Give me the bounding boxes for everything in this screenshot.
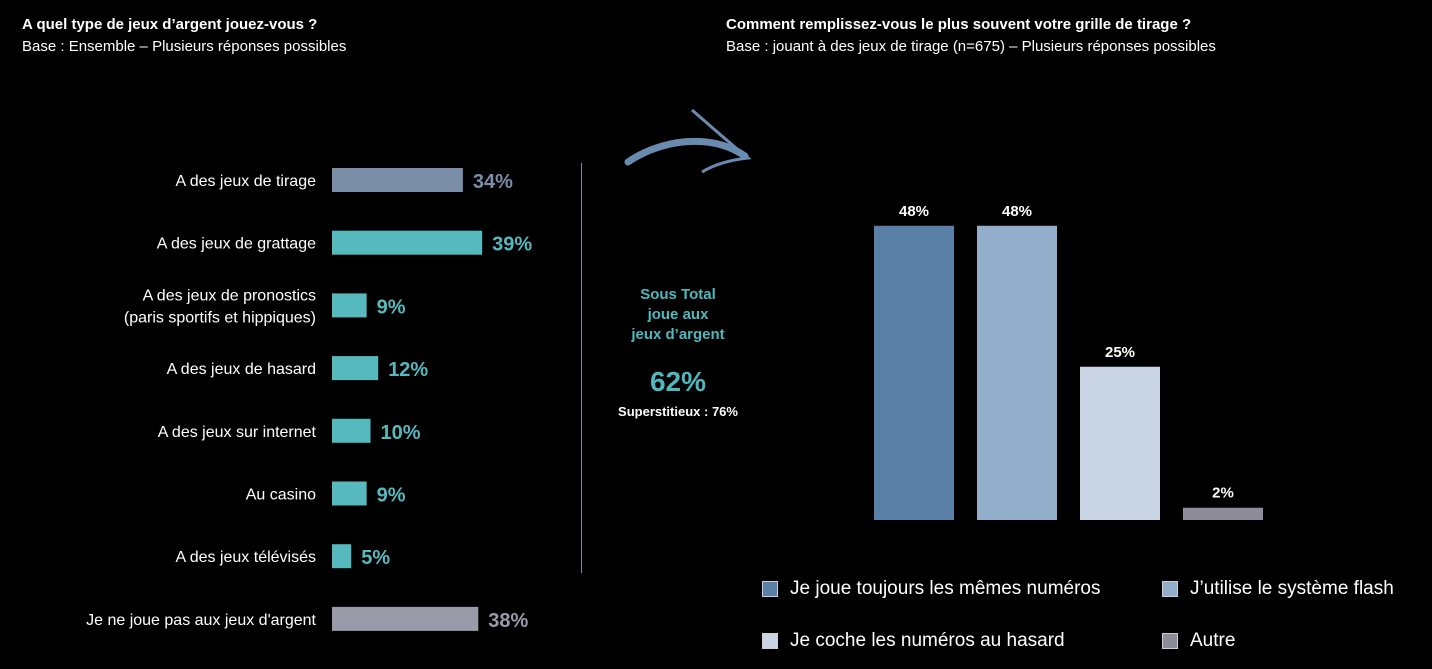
category-label: A des jeux télévisés bbox=[175, 549, 316, 566]
bar bbox=[874, 225, 954, 520]
data-label: 38% bbox=[488, 610, 528, 632]
category-label: A des jeux sur internet bbox=[158, 424, 317, 441]
data-label: 12% bbox=[388, 359, 428, 381]
legend-swatch bbox=[762, 581, 778, 597]
legend-item-hasard: Je coche les numéros au hasard bbox=[762, 630, 1065, 652]
category-label: A des jeux de pronostics bbox=[143, 287, 316, 304]
legend-label: Je coche les numéros au hasard bbox=[790, 630, 1065, 651]
bar bbox=[1183, 507, 1263, 520]
legend-swatch bbox=[762, 633, 778, 649]
category-label: A des jeux de hasard bbox=[167, 361, 316, 378]
bar bbox=[332, 606, 479, 631]
data-label: 9% bbox=[377, 485, 406, 507]
bar bbox=[332, 293, 367, 318]
bar bbox=[332, 418, 371, 443]
left-title: A quel type de jeux d’argent jouez-vous … bbox=[22, 16, 318, 33]
right-subtitle: Base : jouant à des jeux de tirage (n=67… bbox=[726, 38, 1216, 55]
data-label: 10% bbox=[381, 422, 421, 444]
category-label: Au casino bbox=[246, 487, 316, 504]
subtotal-line3: jeux d’argent bbox=[631, 326, 725, 343]
legend-label: J’utilise le système flash bbox=[1190, 578, 1394, 599]
legend-swatch bbox=[1162, 581, 1178, 597]
bar bbox=[332, 230, 483, 255]
data-label: 48% bbox=[1002, 203, 1032, 220]
grid-fill-bar-chart: 48% 48% 25% 2% bbox=[874, 203, 1263, 520]
bar bbox=[977, 225, 1057, 520]
game-types-bar-chart: 34% A des jeux de tirage 39% A des jeux de … bbox=[86, 168, 532, 632]
bar bbox=[1080, 366, 1160, 520]
superstitieux-note: Superstitieux : 76% bbox=[618, 404, 738, 419]
legend-swatch bbox=[1162, 633, 1178, 649]
category-label: (paris sportifs et hippiques) bbox=[124, 309, 316, 326]
legend-label: Autre bbox=[1190, 630, 1236, 651]
subtotal-line1: Sous Total bbox=[640, 286, 716, 303]
legend-item-memes-numeros: Je joue toujours les mêmes numéros bbox=[762, 578, 1100, 600]
subtotal-value: 62% bbox=[649, 366, 707, 397]
bar bbox=[332, 356, 379, 381]
subtotal-line2: joue aux bbox=[647, 306, 709, 323]
data-label: 5% bbox=[361, 547, 390, 569]
data-label: 2% bbox=[1212, 485, 1234, 502]
category-label: A des jeux de grattage bbox=[157, 236, 316, 253]
data-label: 39% bbox=[492, 234, 532, 256]
legend-item-systeme-flash: J’utilise le système flash bbox=[1162, 578, 1394, 600]
bar bbox=[332, 544, 352, 569]
left-subtitle: Base : Ensemble – Plusieurs réponses pos… bbox=[22, 38, 347, 55]
bar bbox=[332, 168, 463, 192]
bar bbox=[332, 481, 367, 506]
curved-arrow-icon bbox=[624, 108, 752, 174]
legend-item-autre: Autre bbox=[1162, 630, 1235, 652]
data-label: 48% bbox=[899, 203, 929, 220]
category-label: Je ne joue pas aux jeux d'argent bbox=[86, 612, 316, 629]
data-label: 25% bbox=[1105, 344, 1135, 361]
right-title: Comment remplissez-vous le plus souvent … bbox=[726, 16, 1192, 33]
data-label: 34% bbox=[473, 171, 513, 193]
data-label: 9% bbox=[377, 296, 406, 318]
legend-label: Je joue toujours les mêmes numéros bbox=[790, 578, 1101, 599]
category-label: A des jeux de tirage bbox=[175, 173, 316, 190]
divider-line bbox=[581, 163, 582, 573]
